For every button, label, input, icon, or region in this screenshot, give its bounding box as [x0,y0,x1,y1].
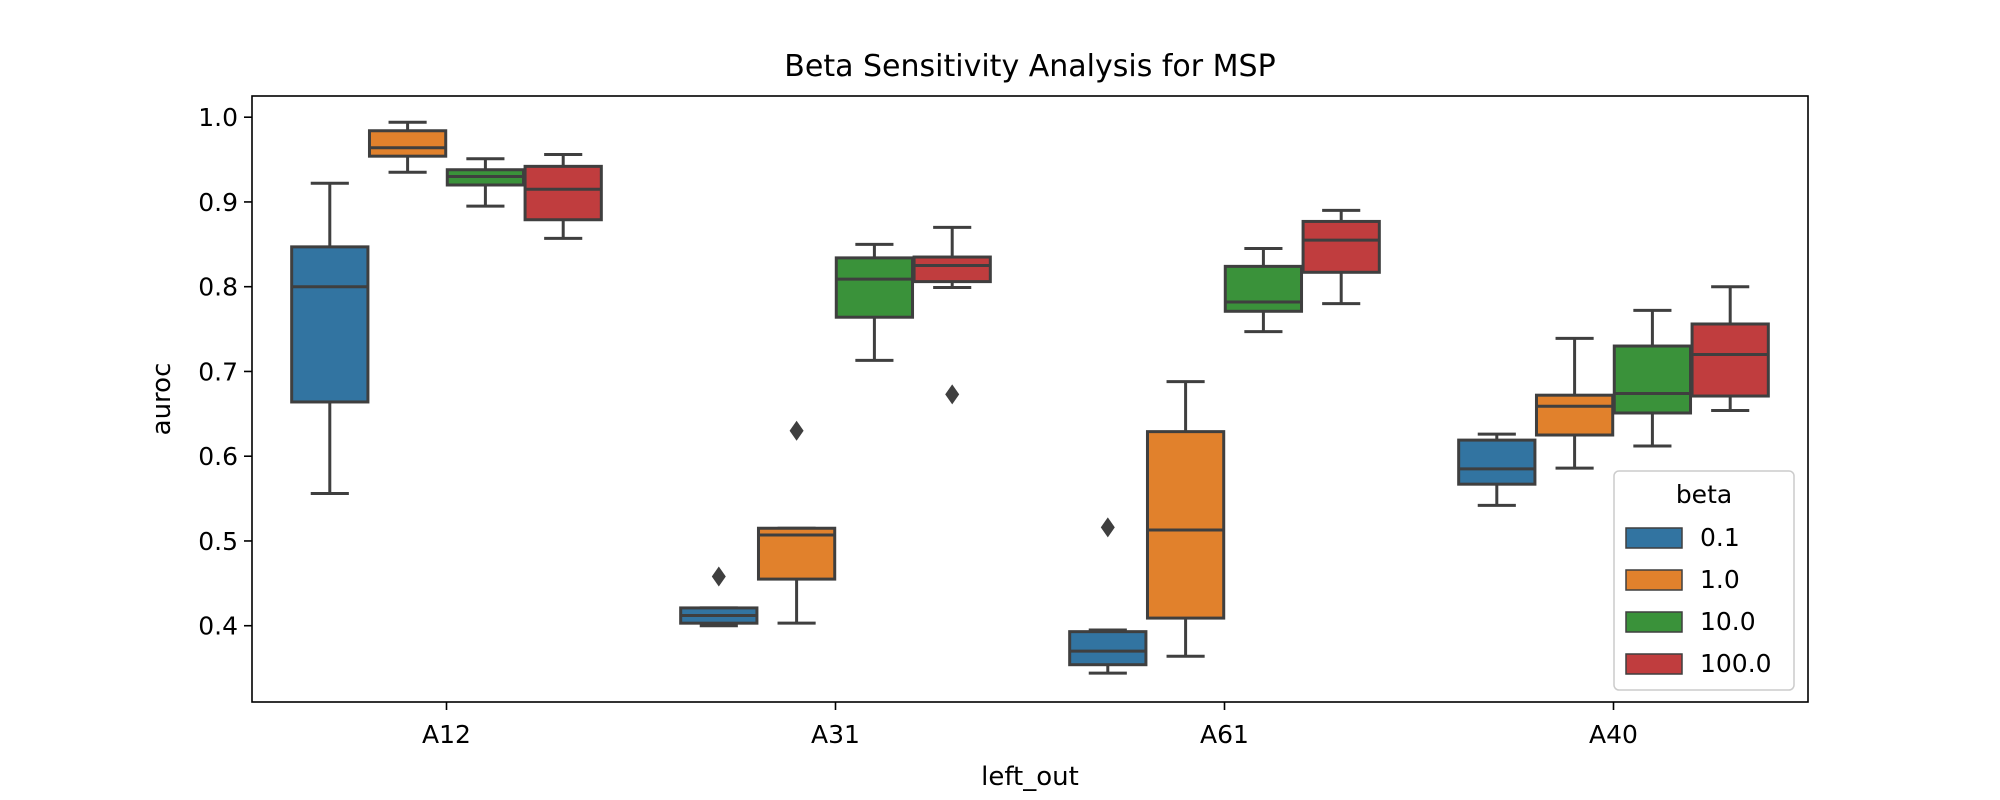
box-group [445,157,526,208]
box-group [1145,380,1226,658]
box [1301,219,1381,274]
box [1068,630,1148,667]
box [1223,264,1304,313]
legend-label: 1.0 [1700,565,1740,594]
box [1145,430,1226,620]
outlier-point [1100,517,1115,538]
x-axis-label: left_out [981,762,1079,792]
legend-label: 0.1 [1700,523,1740,552]
y-tick-label: 1.0 [198,103,238,132]
box [1612,344,1693,415]
legend-swatch [1625,653,1683,675]
box [756,526,837,581]
box-group [912,225,992,405]
box [290,245,370,404]
box-group [1301,208,1381,306]
outlier-point [711,566,726,587]
box [1690,322,1770,398]
legend-label: 10.0 [1700,607,1756,636]
y-tick-label: 0.8 [198,273,238,302]
box-group [679,566,759,628]
box-group [523,152,603,240]
x-tick-label: A12 [422,720,471,749]
x-tick-label: A61 [1200,720,1249,749]
box-group [290,181,370,496]
box-group [1690,285,1770,412]
box-group [1457,432,1537,507]
x-axis: A12 A31 A61 A40 [422,702,1638,749]
box [912,255,992,284]
y-tick-label: 0.5 [198,527,238,556]
legend-swatch [1625,569,1683,591]
box-group [1612,308,1693,448]
outlier-point [945,384,960,405]
y-tick-label: 0.6 [198,442,238,471]
y-axis: 0.4 0.5 0.6 0.7 0.8 0.9 1.0 [198,103,252,641]
y-tick-label: 0.7 [198,357,238,386]
plot-frame [251,95,1809,703]
box [523,164,603,222]
legend-title: beta [1676,480,1732,509]
box-group [756,420,837,625]
legend: beta 0.1 1.0 10.0 100.0 [1613,470,1795,691]
box [367,129,448,158]
plot-marks [290,120,1770,675]
y-tick-label: 0.9 [198,188,238,217]
legend-swatch [1625,527,1683,549]
chart-title: Beta Sensitivity Analysis for MSP [784,49,1275,84]
box-group [834,242,915,362]
y-tick-label: 0.4 [198,612,238,641]
box [1457,438,1537,486]
box-group [367,120,448,174]
box-group [1068,517,1148,675]
legend-label: 100.0 [1700,649,1772,678]
legend-frame [1613,470,1795,691]
x-tick-label: A40 [1589,720,1638,749]
y-axis-label: auroc [147,363,177,436]
outlier-point [789,420,804,441]
x-tick-label: A31 [811,720,860,749]
box [1534,393,1615,437]
box [834,256,915,319]
box-group [1223,247,1304,334]
box-group [1534,336,1615,470]
legend-swatch [1625,611,1683,633]
